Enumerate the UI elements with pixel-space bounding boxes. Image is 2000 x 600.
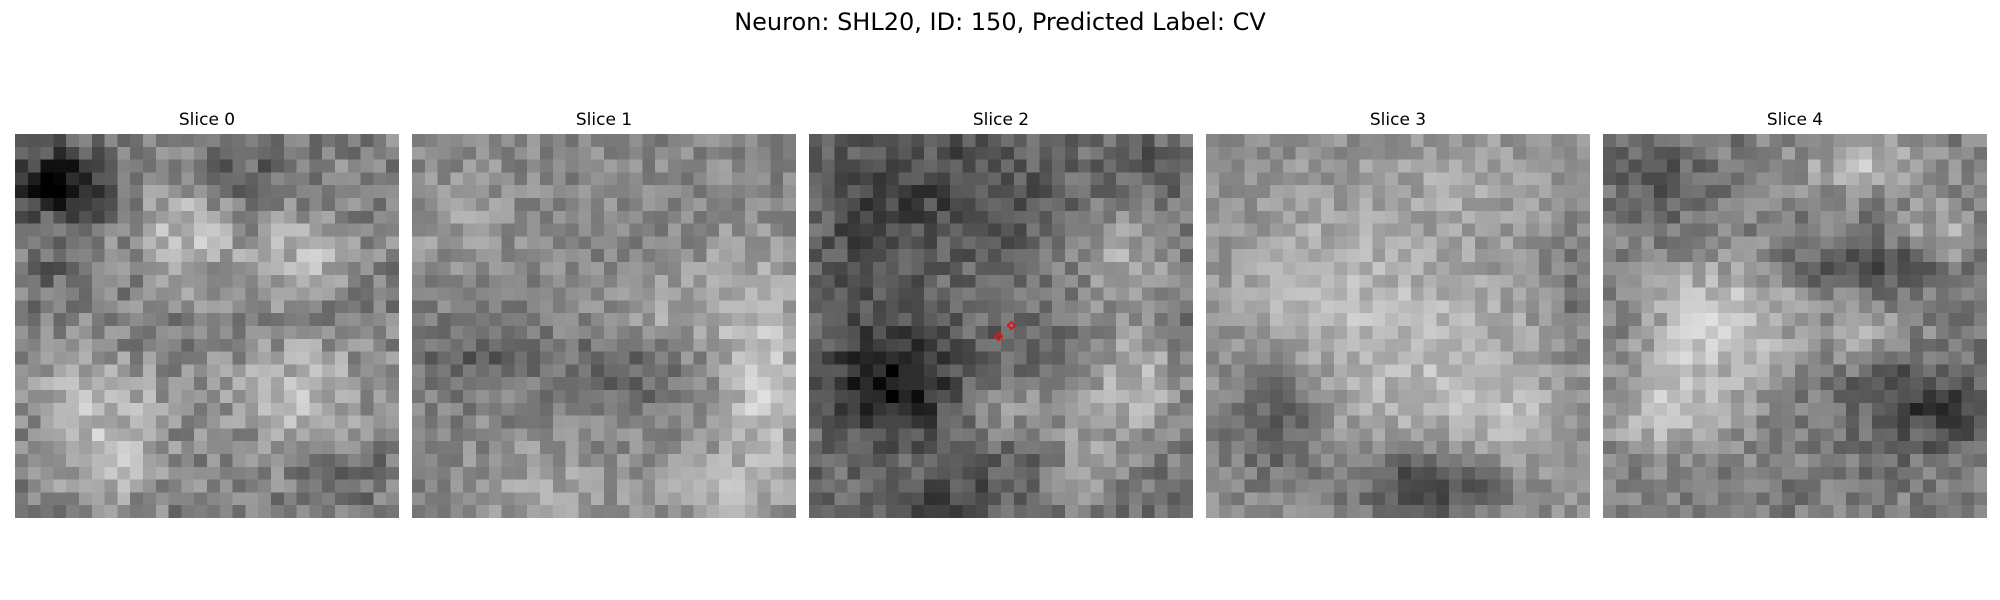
slice-0-title: Slice 0 (178, 110, 236, 130)
slice-1-image (412, 134, 796, 518)
slice-4-title: Slice 4 (1766, 110, 1824, 130)
slice-2-image (809, 134, 1193, 518)
slice-2-title: Slice 2 (972, 110, 1030, 130)
slice-0-image (15, 134, 399, 518)
figure-title: Neuron: SHL20, ID: 150, Predicted Label:… (734, 8, 1266, 36)
slice-4-image (1603, 134, 1987, 518)
slice-3-image (1206, 134, 1590, 518)
slice-3-title: Slice 3 (1369, 110, 1427, 130)
slice-1-title: Slice 1 (575, 110, 633, 130)
